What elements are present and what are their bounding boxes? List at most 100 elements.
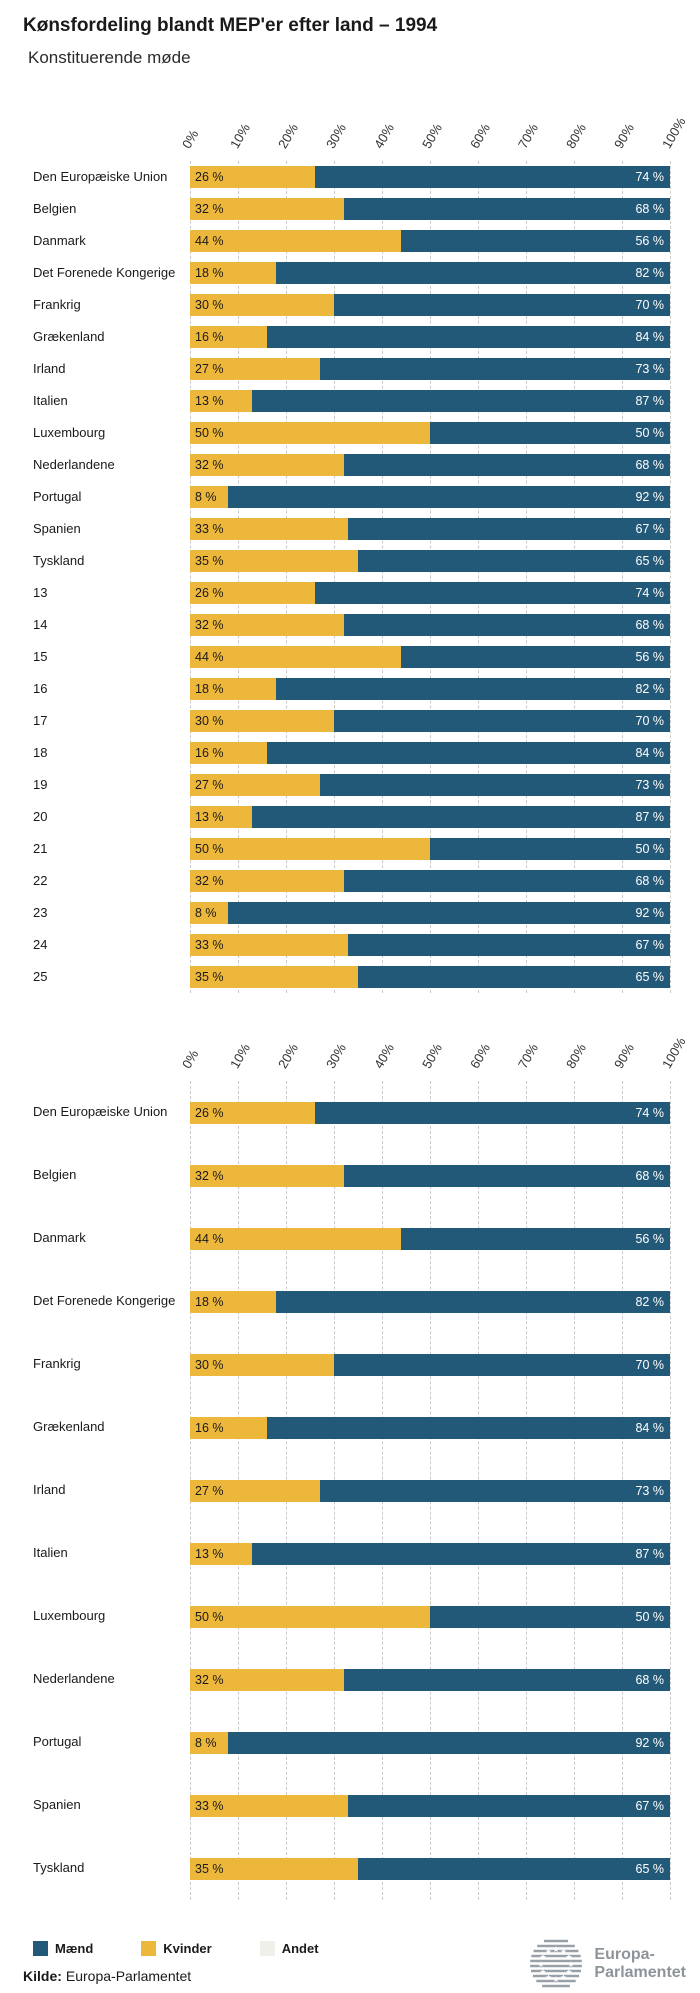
maend-segment: 87 % bbox=[252, 390, 670, 412]
x-tick-label: 10% bbox=[227, 1040, 254, 1071]
category-label: Irland bbox=[33, 360, 66, 376]
x-tick-label: 20% bbox=[275, 1040, 302, 1071]
maend-segment: 67 % bbox=[348, 518, 670, 540]
category-label: Luxembourg bbox=[33, 1608, 106, 1624]
kvinder-segment: 44 % bbox=[190, 646, 402, 668]
legend-label: Kvinder bbox=[163, 1940, 212, 1956]
bar-row: Frankrig 30 % 70 % bbox=[0, 1333, 700, 1396]
maend-segment: 50 % bbox=[430, 422, 670, 444]
stacked-bar: 35 % 65 % bbox=[190, 550, 670, 572]
maend-segment: 67 % bbox=[348, 934, 670, 956]
source-line: Kilde: Europa-Parlamentet bbox=[23, 1968, 700, 1985]
stacked-bar: 33 % 67 % bbox=[190, 934, 670, 956]
kvinder-segment: 26 % bbox=[190, 582, 315, 604]
maend-segment: 65 % bbox=[358, 966, 670, 988]
category-label: Nederlandene bbox=[33, 456, 115, 472]
bar-row: Tyskland 35 % 65 % bbox=[0, 545, 700, 577]
category-label: 18 bbox=[33, 744, 48, 760]
category-label: Den Europæiske Union bbox=[33, 168, 168, 184]
kvinder-segment: 27 % bbox=[190, 774, 320, 796]
x-tick-label: 30% bbox=[323, 120, 350, 151]
bar-row: 19 27 % 73 % bbox=[0, 769, 700, 801]
maend-segment: 82 % bbox=[276, 678, 670, 700]
maend-segment: 82 % bbox=[276, 1290, 670, 1313]
svg-text:★: ★ bbox=[545, 1947, 552, 1956]
kvinder-segment: 33 % bbox=[190, 934, 349, 956]
x-tick-label: 50% bbox=[419, 120, 446, 151]
maend-segment: 87 % bbox=[252, 1542, 670, 1565]
maend-segment: 74 % bbox=[314, 582, 670, 604]
category-label: Det Forenede Kongerige bbox=[33, 264, 176, 280]
category-label: Belgien bbox=[33, 200, 77, 216]
maend-segment: 68 % bbox=[343, 1668, 670, 1691]
chart-rows: Den Europæiske Union 26 % 74 % Belgien 32 % 6… bbox=[0, 161, 700, 993]
maend-segment: 56 % bbox=[401, 1227, 670, 1250]
category-label: 19 bbox=[33, 776, 48, 792]
stacked-bar: 32 % 68 % bbox=[190, 454, 670, 476]
maend-segment: 82 % bbox=[276, 262, 670, 284]
legend-item-mænd: Mænd bbox=[33, 1940, 94, 1956]
kvinder-segment: 30 % bbox=[190, 710, 334, 732]
category-label: Spanien bbox=[33, 520, 81, 536]
gridline bbox=[670, 161, 671, 993]
maend-segment: 70 % bbox=[334, 294, 670, 316]
kvinder-segment: 32 % bbox=[190, 870, 344, 892]
category-label: Frankrig bbox=[33, 1356, 81, 1372]
stacked-bar: 8 % 92 % bbox=[190, 902, 670, 924]
logo-text-line2: Parlamentet bbox=[594, 1964, 686, 1981]
stacked-bar: 16 % 84 % bbox=[190, 1416, 670, 1439]
category-label: Irland bbox=[33, 1482, 66, 1498]
category-label: 14 bbox=[33, 616, 48, 632]
stacked-bar: 27 % 73 % bbox=[190, 1479, 670, 1502]
maend-segment: 74 % bbox=[314, 1101, 670, 1124]
category-label: Den Europæiske Union bbox=[33, 1104, 168, 1120]
kvinder-segment: 50 % bbox=[190, 838, 430, 860]
kvinder-segment: 16 % bbox=[190, 742, 267, 764]
bar-row: Danmark 44 % 56 % bbox=[0, 225, 700, 257]
maend-segment: 84 % bbox=[266, 742, 670, 764]
legend-label: Mænd bbox=[55, 1940, 94, 1956]
svg-text:★: ★ bbox=[566, 1968, 573, 1977]
legend: Mænd Kvinder Andet bbox=[33, 1940, 700, 1956]
maend-segment: 73 % bbox=[319, 1479, 670, 1502]
stacked-bar: 35 % 65 % bbox=[190, 966, 670, 988]
category-label: 17 bbox=[33, 712, 48, 728]
stacked-bar: 26 % 74 % bbox=[190, 582, 670, 604]
category-label: Tyskland bbox=[33, 1860, 85, 1876]
kvinder-segment: 16 % bbox=[190, 1416, 267, 1439]
maend-segment: 68 % bbox=[343, 614, 670, 636]
bar-row: Det Forenede Kongerige 18 % 82 % bbox=[0, 1270, 700, 1333]
category-label: Grækenland bbox=[33, 1419, 105, 1435]
stacked-bar: 50 % 50 % bbox=[190, 1605, 670, 1628]
stacked-bar: 8 % 92 % bbox=[190, 1731, 670, 1754]
svg-text:★: ★ bbox=[553, 1975, 560, 1984]
stacked-bar: 33 % 67 % bbox=[190, 518, 670, 540]
x-tick-label: 30% bbox=[323, 1040, 350, 1071]
kvinder-segment: 50 % bbox=[190, 1605, 430, 1628]
stacked-bar: 32 % 68 % bbox=[190, 1668, 670, 1691]
x-axis-top: 0% 10% 20% 30% 40% 50% 60% 70% 80% 90% 100% bbox=[0, 99, 700, 161]
x-tick-label: 60% bbox=[467, 120, 494, 151]
stacked-bar: 44 % 56 % bbox=[190, 230, 670, 252]
bar-row: Portugal 8 % 92 % bbox=[0, 1711, 700, 1774]
kvinder-segment: 13 % bbox=[190, 806, 253, 828]
source-text: Europa-Parlamentet bbox=[65, 1968, 192, 1984]
stacked-bar: 35 % 65 % bbox=[190, 1857, 670, 1880]
gridline bbox=[622, 161, 623, 993]
legend-item-andet: Andet bbox=[259, 1940, 319, 1956]
category-label: Danmark bbox=[33, 1230, 86, 1246]
legend-swatch bbox=[33, 1940, 48, 1956]
bar-row: 13 26 % 74 % bbox=[0, 577, 700, 609]
stacked-bar: 13 % 87 % bbox=[190, 390, 670, 412]
maend-segment: 74 % bbox=[314, 166, 670, 188]
bar-row: Luxembourg 50 % 50 % bbox=[0, 1585, 700, 1648]
stacked-bar: 18 % 82 % bbox=[190, 1290, 670, 1313]
category-label: Frankrig bbox=[33, 296, 81, 312]
legend-swatch bbox=[259, 1940, 275, 1956]
maend-segment: 92 % bbox=[228, 1731, 670, 1754]
x-tick-label: 60% bbox=[467, 1040, 494, 1071]
stacked-bar: 26 % 74 % bbox=[190, 1101, 670, 1124]
maend-segment: 92 % bbox=[228, 902, 670, 924]
kvinder-segment: 18 % bbox=[190, 262, 277, 284]
kvinder-segment: 26 % bbox=[190, 1101, 315, 1124]
